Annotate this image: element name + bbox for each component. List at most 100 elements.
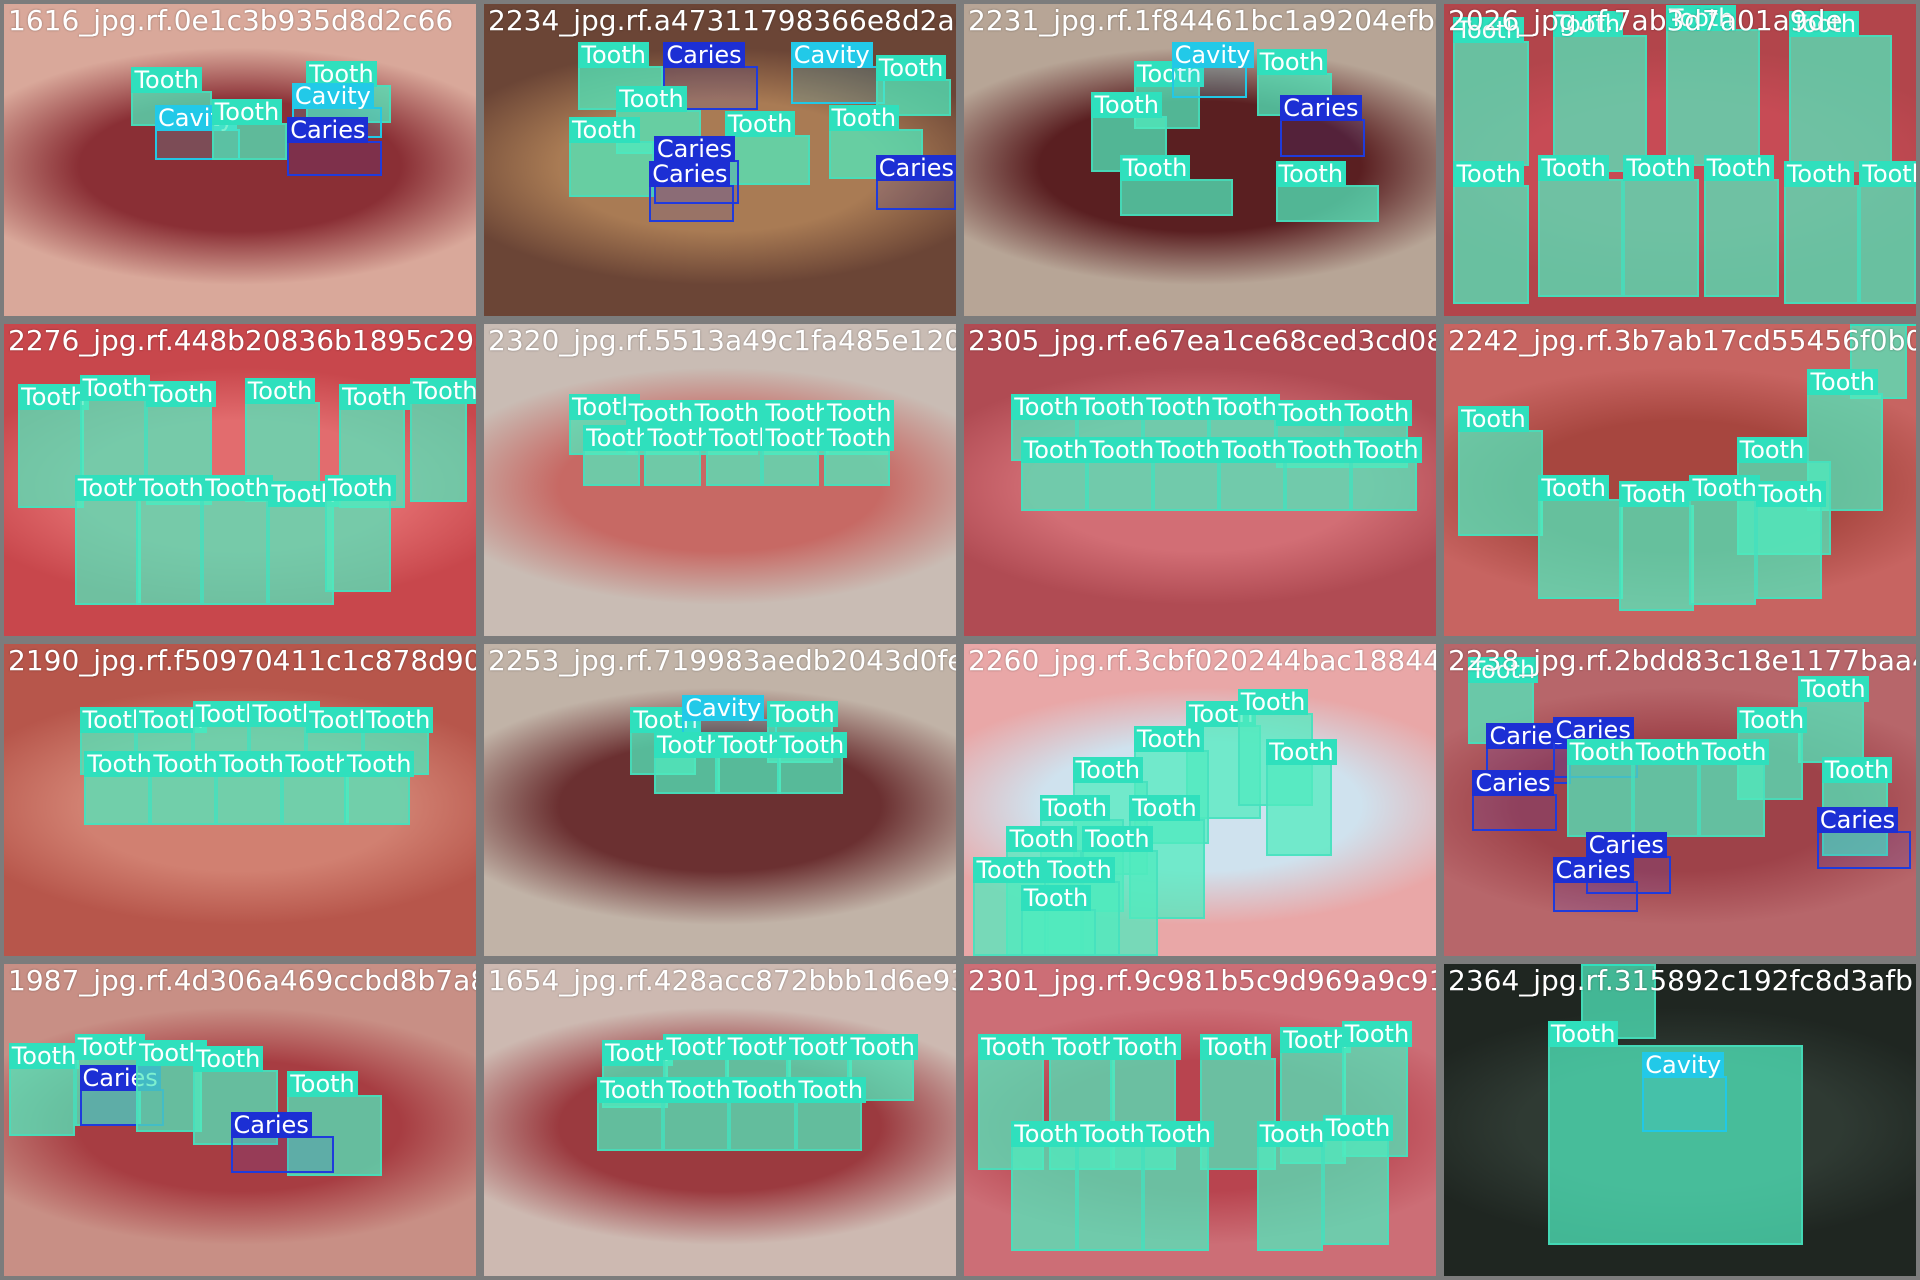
caries-detection-box: Caries	[649, 160, 735, 223]
tooth-detection-box: Tooth	[568, 117, 654, 198]
image-tile: 2231_jpg.rf.1f84461bc1a9204efbd284ToothC…	[960, 0, 1440, 320]
tooth-mask	[1286, 463, 1350, 510]
tooth-label: Tooth	[84, 751, 155, 778]
tooth-label: Tooth	[1020, 885, 1092, 912]
image-filename: 1987_jpg.rf.4d306a469ccbd8b7a8	[8, 964, 480, 997]
caries-mask	[1554, 883, 1636, 911]
tooth-detection-box: Tooth	[343, 751, 415, 825]
caries-detection-box: Caries	[1816, 807, 1912, 869]
tooth-mask	[1785, 186, 1858, 302]
tooth-label: Tooth	[1011, 1120, 1082, 1147]
tooth-label: Tooth	[653, 732, 725, 759]
image-tile: 2364_jpg.rf.315892c192fc8d3afbToothTooth…	[1440, 960, 1920, 1280]
tooth-detection-box: Tooth	[1077, 1120, 1148, 1252]
tooth-detection-box: Tooth	[1351, 437, 1422, 512]
tooth-label: Tooth	[74, 474, 146, 501]
tooth-label: Tooth	[1129, 794, 1200, 821]
tooth-label: Tooth	[339, 384, 410, 411]
tooth-mask	[1220, 463, 1283, 510]
tooth-detection-box: Tooth	[1698, 738, 1770, 838]
tooth-mask	[326, 500, 390, 591]
tooth-detection-box: Tooth	[74, 474, 146, 605]
tooth-mask	[1568, 764, 1631, 836]
tooth-detection-box: Tooth	[715, 732, 786, 794]
tooth-detection-box: Tooth	[1689, 474, 1761, 605]
tooth-mask	[76, 500, 139, 603]
tooth-mask	[1268, 764, 1331, 855]
tooth-mask	[707, 450, 761, 485]
caries-detection-box: Caries	[1472, 769, 1558, 832]
tooth-label: Tooth	[1110, 1033, 1181, 1060]
tooth-label: Tooth	[1133, 726, 1205, 753]
tooth-label: Tooth	[1152, 437, 1224, 464]
caries-mask	[1282, 121, 1364, 155]
tooth-label: Tooth	[1798, 676, 1869, 703]
tooth-mask	[86, 777, 149, 823]
tooth-mask	[665, 1103, 728, 1150]
caries-detection-box: Caries	[230, 1111, 335, 1174]
tooth-label: Tooth	[1039, 794, 1111, 821]
tooth-label: Tooth	[978, 1033, 1049, 1060]
image-tile: 2276_jpg.rf.448b20836b1895c295e320ToothT…	[0, 320, 480, 640]
tooth-label: Tooth	[343, 751, 415, 778]
image-tile: 1654_jpg.rf.428acc872bbb1d6e934237 Tooth T…	[480, 960, 960, 1280]
caries-label: Caries	[1585, 832, 1667, 859]
tooth-detection-box: Tooth	[1086, 437, 1158, 512]
tooth-mask	[411, 404, 465, 500]
tooth-mask	[1790, 37, 1891, 171]
image-filename: 2364_jpg.rf.315892c192fc8d3afb	[1448, 964, 1913, 997]
tooth-label: Tooth	[8, 1042, 80, 1069]
tooth-detection-box: Tooth	[1783, 160, 1860, 304]
tooth-mask	[1079, 1146, 1142, 1250]
tooth-label: Tooth	[1755, 480, 1827, 507]
image-filename: 2234_jpg.rf.a47311798366e8d2aca05340	[488, 4, 956, 37]
tooth-label: Tooth	[1618, 480, 1690, 507]
tooth-mask	[1145, 1146, 1208, 1250]
image-tile: 2190_jpg.rf.f50970411c1c878d90f972ToothT…	[0, 640, 480, 960]
tooth-label: Tooth	[1143, 1120, 1214, 1147]
tooth-detection-box: Tooth	[1218, 437, 1290, 512]
tooth-label: Tooth	[1119, 154, 1191, 181]
caries-label: Caries	[230, 1111, 312, 1138]
tooth-label: Tooth	[786, 1033, 857, 1060]
tooth-label: Tooth	[1020, 437, 1092, 464]
tooth-label: Tooth	[568, 117, 640, 144]
tooth-mask	[1154, 463, 1217, 510]
image-tile: 2305_jpg.rf.e67ea1ce68ced3cd082042ToothT…	[960, 320, 1440, 640]
caries-label: Caries	[663, 42, 745, 69]
image-filename: 1654_jpg.rf.428acc872bbb1d6e934237	[488, 964, 956, 997]
tooth-mask	[778, 758, 841, 792]
tooth-label: Tooth	[1072, 757, 1144, 784]
tooth-label: Tooth	[1275, 399, 1347, 426]
tooth-label: Tooth	[1453, 17, 1525, 44]
tooth-mask	[284, 777, 347, 823]
caries-mask	[651, 186, 733, 221]
image-filename: 2320_jpg.rf.5513a49c1fa485e1204f43061	[488, 324, 956, 357]
tooth-mask	[646, 450, 700, 485]
tooth-mask	[1455, 43, 1527, 165]
tooth-label: Tooth	[1351, 437, 1422, 464]
tooth-label: Tooth	[973, 857, 1045, 884]
tooth-label: Tooth	[715, 732, 786, 759]
tooth-label: Tooth	[1284, 437, 1356, 464]
cavity-mask	[792, 68, 884, 102]
tooth-detection-box: Tooth	[1618, 480, 1695, 612]
tooth-detection-box: Tooth	[1256, 48, 1333, 117]
tooth-detection-box: Tooth	[1755, 480, 1827, 599]
tooth-detection-box: Tooth	[1284, 437, 1356, 512]
tooth-mask	[655, 758, 718, 792]
tooth-mask	[1705, 180, 1778, 296]
tooth-detection-box: Tooth	[1458, 406, 1544, 537]
tooth-label: Tooth	[1280, 1027, 1351, 1054]
image-tile: 2242_jpg.rf.3b7ab17cd55456f0b09c Tooth Too…	[1440, 320, 1920, 640]
cavity-label: Cavity	[291, 82, 374, 109]
tooth-label: Tooth	[1048, 1033, 1120, 1060]
tooth-detection-box: Tooth	[192, 1046, 278, 1145]
caries-detection-box: Caries	[875, 154, 956, 210]
tooth-label: Tooth	[625, 399, 697, 426]
tooth-label: Tooth	[1623, 154, 1694, 181]
tooth-detection-box: Tooth	[409, 378, 476, 502]
cavity-mask	[1644, 1078, 1726, 1131]
tooth-label: Tooth	[602, 1039, 673, 1066]
tooth-detection-box: Tooth	[1665, 4, 1761, 167]
